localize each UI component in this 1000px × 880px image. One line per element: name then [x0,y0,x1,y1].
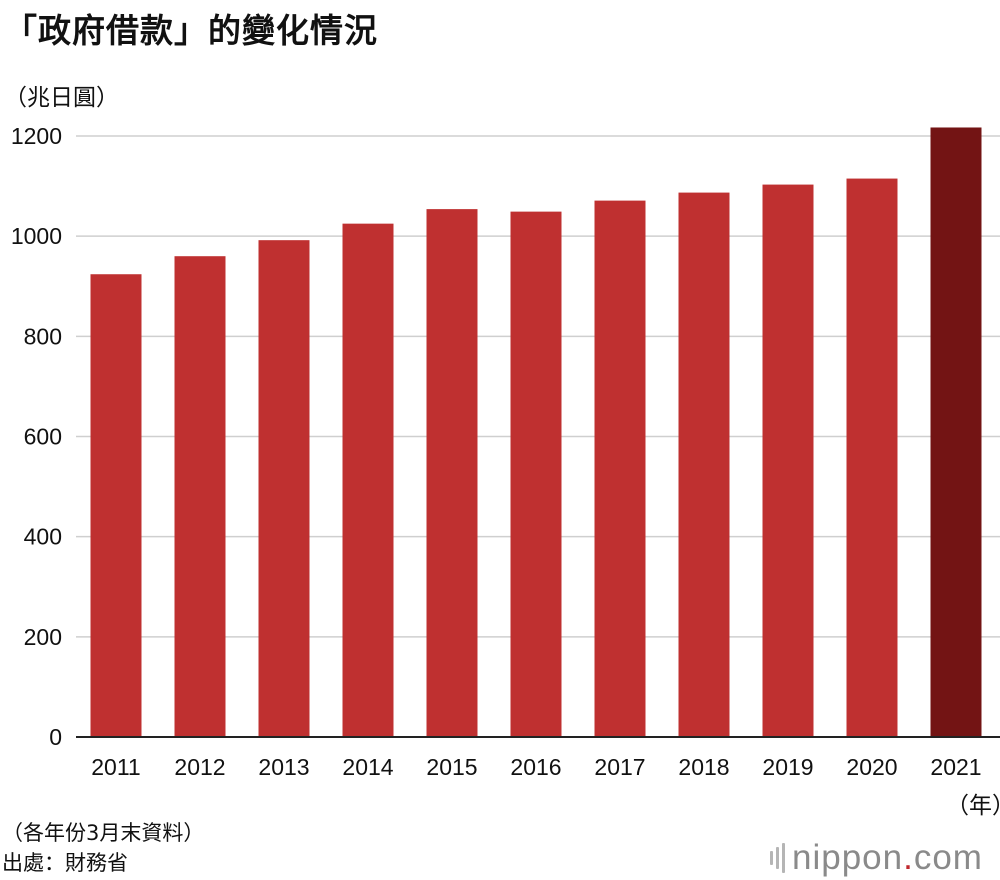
bar-2021 [930,127,982,737]
y-tick-label: 600 [24,424,62,450]
bar-2019 [762,184,814,738]
x-tick-label: 2018 [678,754,729,780]
nippon-logo: nippon.com [770,838,983,877]
x-tick-label: 2013 [258,754,309,780]
x-tick-label: 2020 [846,754,897,780]
bar-2017 [594,200,646,738]
x-tick-label: 2017 [594,754,645,780]
logo-wordmark: nippon.com [792,838,983,877]
bar-2020 [846,178,898,738]
chart-title: 「政府借款」的變化情況 [4,11,378,50]
x-tick-label: 2012 [174,754,225,780]
y-tick-label: 200 [24,624,62,650]
y-axis-unit-label: （兆日圓） [4,85,119,111]
bar-2018 [678,192,730,737]
y-tick-label: 0 [49,724,62,750]
source-note: 出處：財務省 [2,851,128,875]
bar-2014 [342,223,394,738]
bar-2015 [426,209,478,737]
x-tick-label: 2014 [342,754,393,780]
bar-2012 [174,256,226,737]
x-axis-ticks: 2011 2012 2013 2014 2015 2016 2017 2018 2019 2020… [91,754,981,780]
bar-2016 [510,211,562,737]
data-note: （各年份3月末資料） [2,821,205,845]
footnotes: （各年份3月末資料） 出處：財務省 [2,818,204,878]
y-tick-label: 1000 [11,223,62,249]
x-tick-label: 2015 [426,754,477,780]
bar-2011 [90,274,142,737]
x-tick-label: 2011 [91,754,140,780]
x-tick-label: 2019 [762,754,813,780]
x-tick-label: 2016 [510,754,561,780]
x-axis-unit-label: （年） [946,793,1000,819]
y-axis-ticks: 0 200 400 600 800 1000 1200 [11,123,62,750]
y-tick-label: 1200 [11,123,62,149]
x-tick-label: 2021 [930,754,981,780]
logo-mark-icon [770,843,788,873]
y-tick-label: 400 [24,524,62,550]
y-tick-label: 800 [24,323,62,349]
bar-2013 [258,240,310,737]
bars [90,127,982,738]
